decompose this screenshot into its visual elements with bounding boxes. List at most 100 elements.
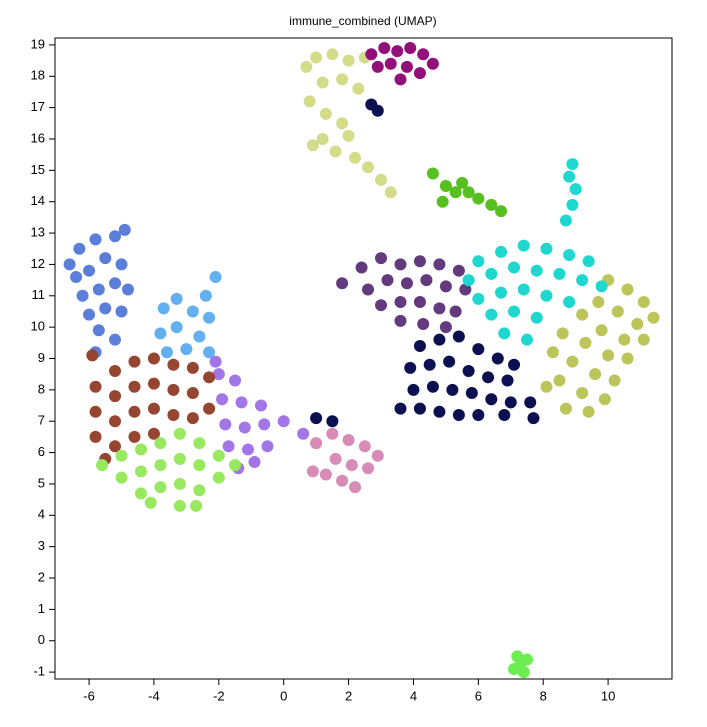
- point: [485, 308, 498, 321]
- point: [472, 343, 485, 356]
- point: [203, 371, 216, 384]
- point: [362, 283, 375, 296]
- x-tick-label: 0: [280, 688, 287, 703]
- point: [144, 496, 157, 509]
- x-tick-label: -6: [83, 688, 95, 703]
- point: [371, 449, 384, 462]
- y-tick-label: 16: [31, 130, 45, 145]
- point: [563, 170, 576, 183]
- point: [186, 412, 199, 425]
- point: [423, 358, 436, 371]
- point: [128, 380, 141, 393]
- point: [109, 415, 122, 428]
- point: [589, 368, 602, 381]
- y-tick-label: 14: [31, 193, 45, 208]
- point: [540, 242, 553, 255]
- point: [219, 418, 232, 431]
- point: [520, 653, 533, 666]
- point: [173, 427, 186, 440]
- point: [86, 349, 99, 362]
- point: [242, 443, 255, 456]
- point: [472, 255, 485, 268]
- y-tick-label: 2: [38, 569, 45, 584]
- point: [472, 292, 485, 305]
- point: [592, 296, 605, 309]
- point: [400, 60, 413, 73]
- y-tick-label: 12: [31, 256, 45, 271]
- point: [83, 308, 96, 321]
- point: [310, 51, 323, 64]
- point: [375, 173, 388, 186]
- x-tick-label: -4: [148, 688, 160, 703]
- point: [154, 481, 167, 494]
- point: [99, 252, 112, 265]
- point: [407, 383, 420, 396]
- point: [303, 95, 316, 108]
- point: [413, 339, 426, 352]
- point: [128, 430, 141, 443]
- point: [89, 405, 102, 418]
- point: [381, 274, 394, 287]
- point: [89, 430, 102, 443]
- point: [495, 245, 508, 258]
- y-tick-label: 13: [31, 224, 45, 239]
- y-tick-label: 4: [38, 507, 45, 522]
- point: [563, 296, 576, 309]
- point: [452, 264, 465, 277]
- point: [248, 455, 261, 468]
- point: [495, 205, 508, 218]
- y-tick-label: 1: [38, 601, 45, 616]
- point: [199, 289, 212, 302]
- point: [349, 481, 362, 494]
- point: [433, 258, 446, 271]
- point: [349, 151, 362, 164]
- point: [70, 270, 83, 283]
- point: [212, 449, 225, 462]
- point: [209, 270, 222, 283]
- point: [154, 327, 167, 340]
- point: [345, 459, 358, 472]
- point: [306, 139, 319, 152]
- point: [167, 358, 180, 371]
- point: [517, 666, 530, 679]
- point: [375, 252, 388, 265]
- y-tick-label: 11: [32, 287, 46, 302]
- point: [186, 361, 199, 374]
- point: [566, 355, 579, 368]
- point: [439, 280, 452, 293]
- point: [598, 393, 611, 406]
- point: [563, 249, 576, 262]
- point: [115, 471, 128, 484]
- point: [154, 437, 167, 450]
- point: [167, 383, 180, 396]
- point: [576, 274, 589, 287]
- y-tick-label: 17: [31, 99, 45, 114]
- point: [109, 365, 122, 378]
- point: [310, 437, 323, 450]
- point: [99, 302, 112, 315]
- point: [462, 274, 475, 287]
- point: [498, 327, 511, 340]
- point: [96, 459, 109, 472]
- y-tick-label: 9: [38, 350, 45, 365]
- y-tick-label: 7: [38, 413, 45, 428]
- point: [336, 277, 349, 290]
- point: [319, 107, 332, 120]
- point: [459, 283, 472, 296]
- point: [413, 296, 426, 309]
- chart-title: immune_combined (UMAP): [289, 14, 436, 28]
- point: [595, 324, 608, 337]
- point: [553, 374, 566, 387]
- point: [209, 355, 222, 368]
- point: [109, 390, 122, 403]
- point: [147, 427, 160, 440]
- point: [485, 198, 498, 211]
- point: [611, 305, 624, 318]
- point: [186, 305, 199, 318]
- point: [426, 167, 439, 180]
- point: [358, 440, 371, 453]
- point: [436, 195, 449, 208]
- point: [394, 73, 407, 86]
- point: [83, 264, 96, 277]
